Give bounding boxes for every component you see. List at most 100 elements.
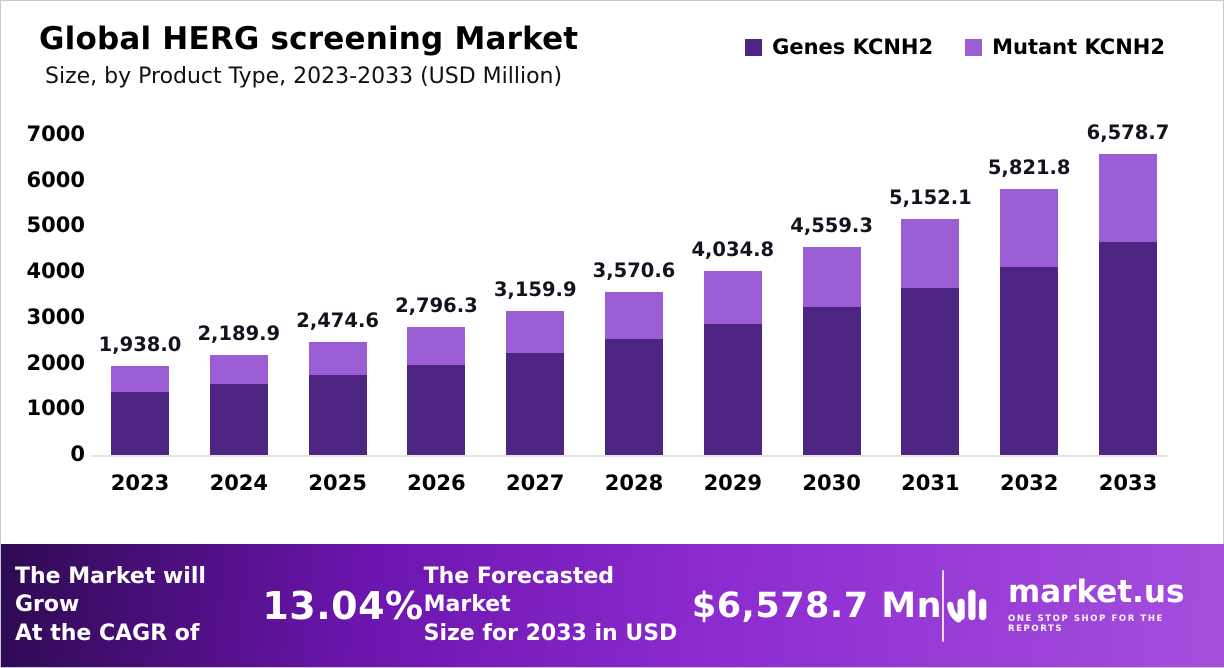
x-tick-label: 2030: [802, 471, 861, 495]
stacked-bar: 2,474.6: [296, 135, 379, 455]
total-label: 2,189.9: [197, 321, 281, 345]
stacked-bar: 6,578.7: [1087, 121, 1169, 455]
brand-name: market.us: [1008, 574, 1185, 610]
bar-column-2025: 2,474.6 2025: [296, 135, 379, 495]
segment-mutant-kcnh2: [111, 366, 169, 393]
y-tick-label: 0: [70, 442, 85, 466]
bar-column-2027: 3,159.9 2027: [494, 135, 577, 495]
y-tick-label: 3000: [26, 304, 85, 329]
legend-item-genes-kcnh2: Genes KCNH2: [745, 35, 933, 59]
total-label: 4,559.3: [790, 213, 873, 237]
segment-genes-kcnh2: [209, 384, 268, 455]
total-label: 5,152.1: [889, 186, 972, 210]
cagr-label-line1: The Market will Grow: [15, 563, 206, 618]
segment-genes-kcnh2: [901, 288, 960, 455]
segment-genes-kcnh2: [1000, 266, 1059, 455]
x-tick-label: 2031: [901, 471, 960, 495]
x-tick-label: 2028: [604, 471, 664, 495]
segment-genes-kcnh2: [1098, 242, 1157, 455]
segment-genes-kcnh2: [604, 339, 663, 455]
forecast-label-line2: Size for 2033 in USD: [423, 620, 678, 646]
legend-label-genes-kcnh2: Genes KCNH2: [772, 35, 934, 59]
x-axis-baseline: [91, 455, 1167, 457]
bar-column-2028: 3,570.6 2028: [593, 135, 676, 495]
segment-mutant-kcnh2: [1000, 188, 1059, 267]
bar-column-2032: 5,821.8 2032: [988, 135, 1071, 495]
legend-label-mutant-kcnh2: Mutant KCNH2: [992, 35, 1165, 59]
segment-mutant-kcnh2: [407, 327, 466, 365]
brand-tagline: ONE STOP SHOP FOR THE REPORTS: [1008, 614, 1164, 634]
segment-genes-kcnh2: [703, 324, 762, 455]
y-tick-label: 4000: [26, 259, 85, 284]
bar-column-2023: 1,938.0 2023: [99, 135, 182, 495]
chart-header: Global HERG screening Market Size, by Pr…: [1, 1, 1223, 89]
x-tick-label: 2027: [505, 471, 565, 495]
forecast-value: $6,578.7 Mn: [691, 585, 942, 626]
segment-genes-kcnh2: [506, 352, 565, 455]
x-tick-label: 2032: [999, 471, 1059, 495]
stacked-bar: 4,034.8: [691, 135, 774, 455]
bar-column-2026: 2,796.3 2026: [395, 135, 478, 495]
chart-title: Global HERG screening Market: [39, 21, 579, 57]
segment-mutant-kcnh2: [308, 341, 367, 375]
segment-mutant-kcnh2: [1098, 154, 1157, 243]
x-tick-label: 2023: [110, 471, 170, 495]
segment-genes-kcnh2: [407, 364, 466, 455]
stacked-bar: 2,796.3: [395, 135, 478, 455]
total-label: 6,578.7: [1086, 121, 1170, 145]
x-tick-label: 2024: [209, 471, 269, 495]
forecast-label: The Forecasted Market Size for 2033 in U…: [424, 563, 692, 649]
bar-column-2033: 6,578.7 2033: [1087, 121, 1170, 495]
legend-item-mutant-kcnh2: Mutant KCNH2: [965, 35, 1165, 59]
legend-swatch-mutant-kcnh2: [965, 38, 983, 56]
stacked-bar: 2,189.9: [197, 135, 280, 455]
cagr-value: 13.04%: [262, 583, 424, 628]
market-us-logo-icon: [944, 577, 998, 635]
segment-mutant-kcnh2: [901, 219, 960, 289]
y-tick-label: 7000: [26, 122, 85, 146]
stacked-bar: 5,152.1: [889, 135, 972, 455]
total-label: 1,938.0: [98, 333, 182, 357]
segment-mutant-kcnh2: [604, 291, 663, 340]
bar-column-2029: 4,034.8 2029: [691, 135, 774, 495]
chart-subtitle: Size, by Product Type, 2023-2033 (USD Mi…: [45, 64, 563, 89]
bar-column-2030: 4,559.3 2030: [790, 135, 873, 495]
banner-divider: [942, 569, 944, 642]
x-tick-label: 2026: [407, 471, 466, 495]
total-label: 5,821.8: [987, 155, 1071, 179]
total-label: 4,034.8: [691, 237, 775, 261]
y-tick-label: 2000: [26, 350, 85, 375]
segment-mutant-kcnh2: [209, 354, 268, 385]
segment-mutant-kcnh2: [802, 246, 861, 308]
bar-column-2024: 2,189.9 2024: [197, 135, 280, 495]
total-label: 2,474.6: [296, 308, 379, 332]
cagr-label: The Market will Grow At the CAGR of: [15, 563, 262, 649]
y-tick-label: 6000: [26, 167, 85, 192]
cagr-label-line2: At the CAGR of: [15, 620, 200, 646]
legend-swatch-genes-kcnh2: [745, 38, 763, 56]
bars-area: 1,938.0 2023 2,189.9 2024 2,474.6 2025 2,796.3…: [91, 121, 1170, 495]
segment-genes-kcnh2: [111, 392, 169, 455]
stacked-bar: 4,559.3: [790, 135, 873, 455]
y-tick-label: 1000: [26, 396, 85, 421]
segment-genes-kcnh2: [802, 307, 861, 455]
x-tick-label: 2029: [703, 471, 763, 495]
y-tick-label: 5000: [26, 213, 85, 238]
segment-mutant-kcnh2: [703, 270, 762, 325]
bar-row: 1,938.0 2023 2,189.9 2024 2,474.6 2025 2,796.3…: [99, 121, 1170, 495]
plot-area: 0 1000 2000 3000 4000 5000 6000 7000 1,938.0 202…: [1, 121, 1223, 495]
x-tick-label: 2033: [1098, 471, 1158, 495]
total-label: 3,570.6: [592, 258, 676, 282]
segment-genes-kcnh2: [308, 374, 367, 455]
x-tick-label: 2025: [308, 471, 367, 495]
segment-mutant-kcnh2: [506, 310, 565, 353]
brand-block: market.us ONE STOP SHOP FOR THE REPORTS: [944, 577, 1207, 635]
y-axis: 0 1000 2000 3000 4000 5000 6000 7000: [13, 122, 85, 466]
stacked-bar: 1,938.0: [99, 135, 181, 455]
footer-banner: The Market will Grow At the CAGR of 13.0…: [1, 544, 1224, 667]
total-label: 3,159.9: [493, 277, 577, 301]
bar-column-2031: 5,152.1 2031: [889, 135, 972, 495]
total-label: 2,796.3: [395, 294, 478, 318]
legend: Genes KCNH2 Mutant KCNH2: [745, 35, 1165, 59]
